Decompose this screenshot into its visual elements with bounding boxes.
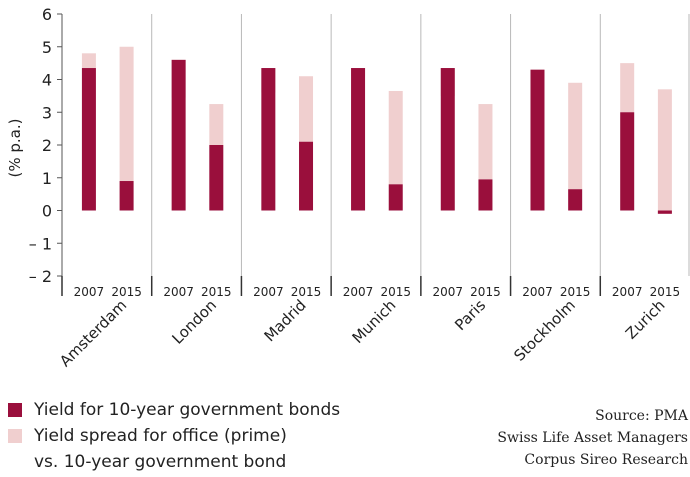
- y-tick-label: 3: [42, 103, 52, 122]
- bar-spread: [299, 76, 314, 142]
- period-label: 2015: [380, 285, 411, 299]
- y-tick-label: 0: [42, 202, 52, 221]
- bar-bond-yield: [81, 68, 96, 211]
- bar-bond-yield: [388, 184, 403, 211]
- bar-bond-yield: [657, 210, 672, 214]
- source-line-2: Swiss Life Asset Managers: [497, 430, 688, 446]
- legend-label-office-spread-line2: vs. 10-year government bond: [34, 452, 287, 472]
- period-label: 2007: [612, 285, 643, 299]
- period-label: 2015: [470, 285, 501, 299]
- period-label: 2015: [560, 285, 591, 299]
- bar-spread: [620, 63, 635, 113]
- y-tick-label: 1: [42, 169, 52, 188]
- y-tick-label: 5: [42, 38, 52, 57]
- legend-item-bond-yield: Yield for 10-year government bonds: [8, 397, 340, 423]
- period-label: 2007: [343, 285, 374, 299]
- period-label: 2015: [201, 285, 232, 299]
- bar-spread: [657, 89, 672, 214]
- chart-bars: [81, 46, 672, 214]
- chart-grid: [151, 14, 690, 276]
- bar-bond-yield: [440, 68, 455, 211]
- period-label: 2007: [432, 285, 463, 299]
- bar-bond-yield: [261, 68, 276, 211]
- bar-bond-yield: [119, 181, 134, 211]
- period-label: 2007: [163, 285, 194, 299]
- bar-spread: [209, 104, 224, 145]
- chart-axes: [57, 13, 602, 296]
- bar-spread: [388, 90, 403, 185]
- bar-spread: [478, 104, 493, 180]
- category-label: Munich: [349, 296, 400, 347]
- y-axis-title: (% p.a.): [6, 119, 24, 178]
- category-label: Paris: [451, 296, 489, 334]
- bar-bond-yield: [530, 69, 545, 211]
- y-tick-label: – 1: [29, 234, 52, 253]
- period-label: 2015: [291, 285, 322, 299]
- y-tick-label: 4: [42, 71, 52, 90]
- bar-bond-yield: [478, 179, 493, 211]
- bar-spread: [568, 82, 583, 190]
- period-label: 2007: [253, 285, 284, 299]
- source-line-1: Source: PMA: [595, 408, 688, 424]
- period-label: 2015: [111, 285, 142, 299]
- y-tick-label: – 2: [29, 267, 52, 286]
- category-label: Amsterdam: [56, 296, 130, 370]
- category-label: London: [168, 296, 220, 348]
- bar-bond-yield: [299, 141, 314, 211]
- legend-swatch-bond-yield: [8, 403, 22, 417]
- period-label: 2015: [650, 285, 681, 299]
- bar-bond-yield: [568, 189, 583, 211]
- source-note: Source: PMA Swiss Life Asset Managers Co…: [428, 405, 688, 471]
- y-tick-label: 6: [42, 5, 52, 24]
- legend: Yield for 10-year government bonds Yield…: [8, 397, 340, 475]
- source-line-3: Corpus Sireo Research: [524, 452, 688, 468]
- bar-bond-yield: [620, 112, 635, 211]
- legend-item-office-spread: Yield spread for office (prime) vs. 10-y…: [8, 423, 340, 475]
- legend-swatch-office-spread: [8, 429, 22, 443]
- legend-label-office-spread: Yield spread for office (prime): [34, 426, 287, 446]
- period-label: 2007: [522, 285, 553, 299]
- bar-bond-yield: [351, 68, 366, 211]
- bar-spread: [119, 46, 134, 182]
- category-label: Zurich: [622, 296, 669, 343]
- period-label: 2007: [74, 285, 105, 299]
- bar-bond-yield: [171, 59, 186, 211]
- category-label: Stockholm: [510, 296, 579, 365]
- category-label: Madrid: [261, 296, 310, 345]
- legend-label-bond-yield: Yield for 10-year government bonds: [34, 400, 341, 420]
- y-tick-label: 2: [42, 136, 52, 155]
- bar-bond-yield: [209, 145, 224, 211]
- bar-spread: [81, 53, 96, 69]
